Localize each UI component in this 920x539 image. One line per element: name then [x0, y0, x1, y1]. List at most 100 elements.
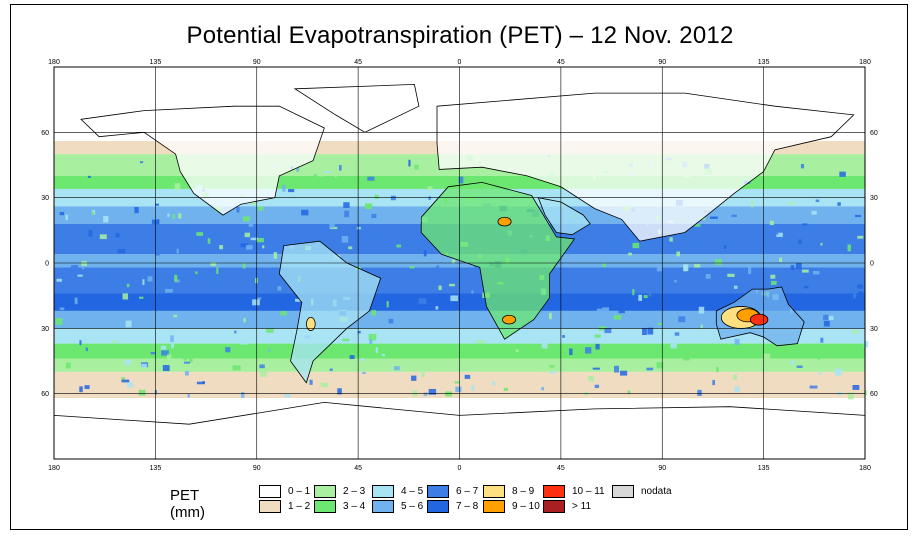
- pet-cell: [716, 367, 719, 373]
- pet-cell: [594, 384, 600, 389]
- pet-cell: [59, 307, 65, 310]
- pet-cell: [821, 201, 824, 205]
- legend-item: 0 – 1: [259, 484, 310, 499]
- pet-cell: [436, 363, 444, 369]
- pet-cell: [99, 234, 107, 240]
- pet-cell: [455, 386, 462, 393]
- pet-cell: [583, 334, 589, 342]
- pet-cell: [241, 391, 245, 398]
- pet-cell: [697, 389, 702, 396]
- pet-cell: [734, 192, 742, 198]
- pet-cell: [647, 327, 654, 335]
- pet-cell: [243, 318, 246, 323]
- pet-cell: [381, 353, 386, 357]
- pet-cell: [329, 368, 333, 371]
- pet-cell: [393, 366, 400, 371]
- pet-cell: [150, 348, 153, 352]
- pet-cell: [234, 330, 237, 334]
- pet-cell: [539, 368, 547, 372]
- pet-cell: [423, 392, 428, 396]
- legend-swatch: [543, 500, 565, 513]
- pet-cell: [162, 365, 170, 372]
- pet-cell: [225, 347, 231, 353]
- pet-cell: [549, 365, 555, 368]
- pet-cell: [408, 159, 411, 167]
- pet-cell: [602, 307, 610, 312]
- lat-tick-label: 60: [41, 391, 49, 398]
- pet-cell: [435, 306, 439, 310]
- lon-tick-label: 180: [48, 59, 60, 66]
- pet-cell: [176, 248, 179, 254]
- pet-cell: [418, 156, 425, 163]
- pet-cell: [313, 174, 317, 178]
- legend-label: 10 – 11: [572, 486, 605, 497]
- pet-cell: [195, 271, 198, 275]
- pet-cell: [262, 245, 265, 249]
- pet-cell: [242, 262, 246, 269]
- pet-cell: [569, 348, 573, 356]
- pet-cell: [202, 381, 205, 384]
- pet-cell: [257, 206, 264, 211]
- pet-cell: [78, 328, 85, 336]
- pet-cell: [183, 357, 187, 361]
- pet-cell: [857, 235, 864, 239]
- pet-cell: [309, 379, 313, 385]
- pet-cell: [183, 361, 190, 364]
- pet-cell: [121, 379, 130, 383]
- pet-cell: [858, 291, 864, 298]
- pet-cell: [371, 213, 377, 219]
- legend-item: 8 – 9: [483, 484, 534, 499]
- lon-tick-label: 45: [557, 59, 565, 66]
- pet-cell: [375, 347, 379, 353]
- pet-cell: [320, 382, 329, 388]
- pet-cell: [549, 312, 552, 320]
- pet-cell: [368, 333, 377, 341]
- pet-cell: [167, 354, 172, 362]
- lon-tick-label: 135: [758, 59, 770, 66]
- pet-cell: [815, 199, 820, 203]
- pet-cell: [87, 175, 91, 178]
- pet-cell: [798, 239, 802, 245]
- hotspot: [749, 313, 769, 326]
- pet-cell: [172, 213, 176, 220]
- pet-cell: [79, 386, 83, 393]
- pet-cell: [763, 353, 771, 361]
- pet-cell: [161, 350, 169, 356]
- pet-cell: [646, 367, 654, 371]
- pet-cell: [828, 315, 834, 321]
- pet-cell: [268, 348, 271, 352]
- pet-cell: [817, 357, 821, 360]
- pet-cell: [790, 360, 795, 365]
- pet-cell: [373, 229, 377, 237]
- lat-tick-label: 60: [870, 391, 878, 398]
- pet-cell: [390, 195, 396, 201]
- pet-cell: [171, 343, 174, 349]
- pet-cell: [246, 245, 253, 250]
- lon-tick-label: 135: [150, 465, 162, 472]
- hotspot: [502, 314, 517, 325]
- pet-cell: [852, 384, 860, 390]
- pet-cell: [301, 209, 309, 216]
- pet-cell: [492, 381, 496, 386]
- legend-item: 7 – 8: [427, 499, 478, 514]
- legend-item: 6 – 7: [427, 484, 478, 499]
- legend-swatch: [372, 485, 394, 498]
- pet-cell: [356, 226, 361, 230]
- legend-item: 9 – 10: [483, 499, 540, 514]
- legend-swatch: [372, 500, 394, 513]
- pet-cell: [374, 194, 379, 199]
- legend-item: 4 – 5: [372, 484, 423, 499]
- pet-cell: [210, 262, 217, 266]
- pet-cell: [329, 222, 335, 229]
- pet-cell: [496, 181, 502, 187]
- pet-cell: [585, 347, 592, 354]
- pet-cell: [596, 308, 603, 315]
- pet-cell: [65, 362, 71, 369]
- pet-cell: [771, 280, 777, 285]
- pet-cell: [122, 293, 129, 300]
- pet-cell: [619, 370, 628, 376]
- pet-cell: [666, 311, 672, 317]
- pet-cell: [676, 251, 680, 257]
- pet-cell: [196, 381, 205, 385]
- pet-cell: [165, 288, 173, 293]
